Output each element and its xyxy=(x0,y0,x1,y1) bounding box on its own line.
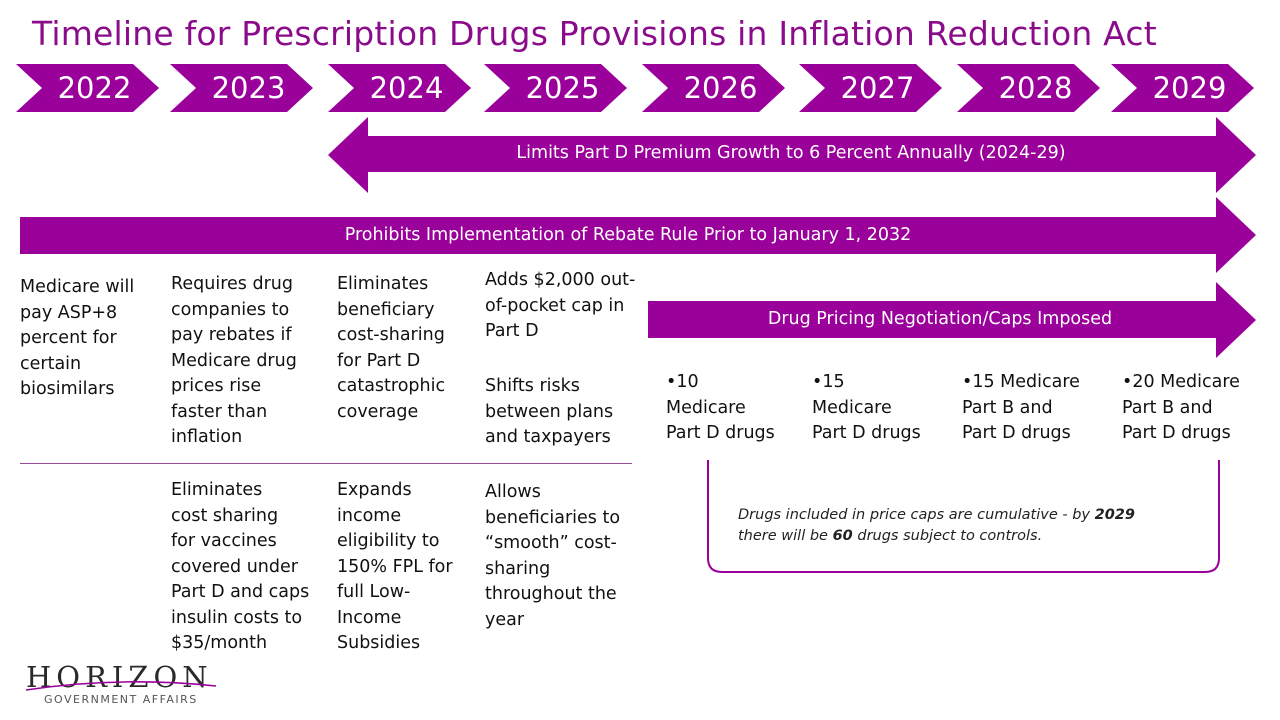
arrow-head-right xyxy=(1216,117,1256,193)
provision-2024-catastrophic: Eliminates beneficiary cost-sharing for … xyxy=(337,274,446,422)
rebate-arrow-label: Prohibits Implementation of Rebate Rule … xyxy=(344,225,912,245)
note-text-3: drugs subject to controls. xyxy=(852,528,1043,544)
logo-name: HORIZON xyxy=(26,660,213,694)
year-chevron-2028: 2028 xyxy=(957,64,1100,112)
note-year: 2029 xyxy=(1094,507,1135,523)
year-chevron-2027: 2027 xyxy=(799,64,942,112)
arrow-head-left xyxy=(328,117,368,193)
year-chevron-2024: 2024 xyxy=(328,64,471,112)
premium-arrow-label: Limits Part D Premium Growth to 6 Percen… xyxy=(516,143,1066,163)
year-chevron-2029: 2029 xyxy=(1111,64,1254,112)
negotiation-arrow-label: Drug Pricing Negotiation/Caps Imposed xyxy=(767,309,1113,329)
provision-2024-lis-expansion: Expands income eligibility to 150% FPL f… xyxy=(337,480,453,653)
arrow-head-right xyxy=(1216,282,1256,358)
year-chevron-2026: 2026 xyxy=(642,64,785,112)
cumulative-note: Drugs included in price caps are cumulat… xyxy=(738,505,1178,547)
row-divider xyxy=(20,463,632,464)
arrow-head-right xyxy=(1216,197,1256,273)
page-title: Timeline for Prescription Drugs Provisio… xyxy=(32,14,1157,53)
note-count: 60 xyxy=(832,528,853,544)
cumulative-bracket xyxy=(707,460,1220,573)
negotiation-count-2027: •15 Medicare Part D drugs xyxy=(812,372,921,443)
note-text-1: Drugs included in price caps are cumulat… xyxy=(738,507,1095,523)
provision-2025-shift-risks: Shifts risks between plans and taxpayers xyxy=(485,376,614,447)
provision-2025-smoothing: Allows beneficiaries to “smooth” cost- s… xyxy=(485,482,621,630)
year-chevron-2022: 2022 xyxy=(16,64,159,112)
rebate-arrow-shaft xyxy=(20,217,1218,254)
provision-2023-rebates: Requires drug companies to pay rebates i… xyxy=(171,274,297,447)
logo-swoosh-icon xyxy=(25,681,217,691)
negotiation-count-2026: •10 Medicare Part D drugs xyxy=(666,372,775,443)
negotiation-count-2029: •20 Medicare Part B and Part D drugs xyxy=(1122,372,1240,443)
year-chevron-2023: 2023 xyxy=(170,64,313,112)
negotiation-arrow-shaft xyxy=(648,301,1218,338)
provision-2023-vaccines-insulin: Eliminates cost sharing for vaccines cov… xyxy=(171,480,310,653)
premium-arrow-shaft xyxy=(366,136,1218,172)
provision-2022-biosimilars: Medicare will pay ASP+8 percent for cert… xyxy=(20,277,135,399)
year-chevron-2025: 2025 xyxy=(484,64,627,112)
note-text-2: there will be xyxy=(738,528,833,544)
logo-tagline: GOVERNMENT AFFAIRS xyxy=(44,693,198,706)
negotiation-count-2028: •15 Medicare Part B and Part D drugs xyxy=(962,372,1080,443)
provision-2025-oop-cap: Adds $2,000 out- of-pocket cap in Part D xyxy=(485,270,636,341)
